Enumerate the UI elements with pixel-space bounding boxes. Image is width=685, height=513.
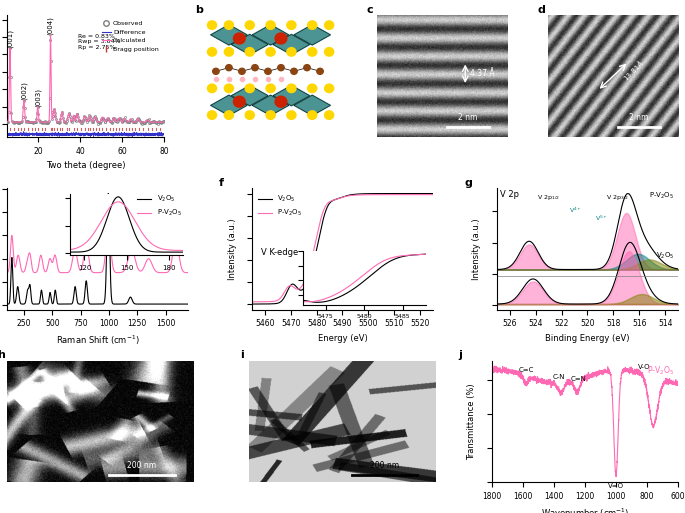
Text: 2 nm: 2 nm	[630, 113, 649, 122]
Text: V-O: V-O	[638, 364, 650, 370]
Text: 200 nm: 200 nm	[127, 461, 157, 469]
Y-axis label: Transmittance (%): Transmittance (%)	[467, 383, 476, 460]
Text: c: c	[366, 5, 373, 15]
Circle shape	[308, 111, 316, 120]
Text: P-V$_2$O$_5$: P-V$_2$O$_5$	[647, 364, 675, 377]
Polygon shape	[252, 25, 289, 45]
Circle shape	[325, 84, 334, 92]
Circle shape	[208, 84, 216, 92]
Circle shape	[234, 96, 245, 107]
Circle shape	[275, 96, 287, 107]
Polygon shape	[232, 85, 268, 106]
Circle shape	[225, 84, 234, 92]
Text: (001): (001)	[7, 29, 13, 48]
Circle shape	[266, 21, 275, 29]
Text: h: h	[0, 350, 5, 360]
X-axis label: Raman Shift (cm$^{-1}$): Raman Shift (cm$^{-1}$)	[55, 334, 139, 347]
Legend: V$_2$O$_5$, P-V$_2$O$_5$: V$_2$O$_5$, P-V$_2$O$_5$	[256, 191, 306, 221]
Circle shape	[325, 48, 334, 56]
Text: V 2p: V 2p	[500, 190, 519, 200]
Legend: Observed, Difference, Calculated, Bragg position: Observed, Difference, Calculated, Bragg …	[99, 18, 161, 54]
Circle shape	[308, 21, 316, 29]
Circle shape	[308, 84, 316, 92]
Circle shape	[290, 68, 297, 74]
Polygon shape	[273, 85, 310, 106]
X-axis label: Energy (eV): Energy (eV)	[318, 334, 367, 343]
Polygon shape	[294, 25, 330, 45]
X-axis label: Binding Energy (eV): Binding Energy (eV)	[545, 334, 630, 343]
Polygon shape	[273, 34, 310, 55]
Polygon shape	[211, 95, 247, 115]
Circle shape	[325, 111, 334, 120]
Text: P-V$_2$O$_5$: P-V$_2$O$_5$	[649, 190, 675, 201]
Polygon shape	[211, 25, 247, 45]
Text: C=C: C=C	[518, 367, 534, 373]
Text: 4.37 Å: 4.37 Å	[471, 69, 495, 78]
Text: g: g	[464, 177, 472, 188]
Circle shape	[287, 84, 296, 92]
Polygon shape	[294, 95, 330, 115]
Circle shape	[275, 33, 287, 44]
Text: i: i	[240, 350, 244, 360]
Text: (004): (004)	[47, 16, 54, 35]
Y-axis label: Intensity (a.u.): Intensity (a.u.)	[473, 218, 482, 280]
Text: V$^{4+}$: V$^{4+}$	[569, 205, 582, 214]
Text: Re = 0.83%
Rwp = 3.64%
Rp = 2.75%: Re = 0.83% Rwp = 3.64% Rp = 2.75%	[77, 34, 121, 50]
Circle shape	[316, 68, 323, 74]
Text: V=O: V=O	[608, 483, 624, 489]
Text: 2 nm: 2 nm	[458, 113, 477, 122]
Text: C-N: C-N	[552, 374, 564, 381]
Text: V$_2$O$_5$: V$_2$O$_5$	[656, 251, 675, 262]
Circle shape	[266, 111, 275, 120]
Text: f: f	[219, 177, 224, 188]
Circle shape	[303, 65, 310, 71]
Circle shape	[225, 21, 234, 29]
Circle shape	[245, 48, 254, 56]
Circle shape	[225, 65, 232, 71]
X-axis label: Two theta (degree): Two theta (degree)	[46, 161, 125, 170]
Circle shape	[245, 21, 254, 29]
Circle shape	[238, 68, 245, 74]
Legend: V$_2$O$_5$, P-V$_2$O$_5$: V$_2$O$_5$, P-V$_2$O$_5$	[134, 191, 185, 221]
Circle shape	[266, 48, 275, 56]
Circle shape	[208, 48, 216, 56]
Text: V K-edge: V K-edge	[261, 248, 298, 257]
Circle shape	[212, 68, 219, 74]
Circle shape	[308, 48, 316, 56]
Text: V 2p$_{3/2}$: V 2p$_{3/2}$	[606, 193, 628, 202]
Polygon shape	[252, 95, 289, 115]
Circle shape	[287, 21, 296, 29]
Circle shape	[208, 21, 216, 29]
Circle shape	[225, 111, 234, 120]
Y-axis label: Intensity (a.u.): Intensity (a.u.)	[227, 218, 236, 280]
Circle shape	[225, 48, 234, 56]
Text: (002): (002)	[21, 82, 27, 101]
Text: (003): (003)	[34, 88, 41, 107]
Text: j: j	[458, 350, 462, 360]
Circle shape	[287, 111, 296, 120]
Text: V 2p$_{1/2}$: V 2p$_{1/2}$	[536, 193, 560, 202]
Text: d: d	[538, 5, 545, 15]
Circle shape	[325, 21, 334, 29]
Circle shape	[245, 84, 254, 92]
Circle shape	[251, 65, 258, 71]
X-axis label: Wavenumber (cm$^{-1}$): Wavenumber (cm$^{-1}$)	[540, 506, 629, 513]
Text: C=N: C=N	[571, 376, 586, 382]
Circle shape	[264, 68, 271, 74]
Circle shape	[234, 33, 245, 44]
Circle shape	[208, 111, 216, 120]
Text: V$^{5+}$: V$^{5+}$	[595, 214, 608, 223]
Circle shape	[277, 65, 284, 71]
Text: 13.81Å: 13.81Å	[622, 60, 645, 82]
Circle shape	[245, 111, 254, 120]
Circle shape	[287, 48, 296, 56]
Text: b: b	[195, 5, 203, 15]
Polygon shape	[232, 34, 268, 55]
Circle shape	[266, 84, 275, 92]
Text: 200 nm: 200 nm	[370, 461, 399, 469]
